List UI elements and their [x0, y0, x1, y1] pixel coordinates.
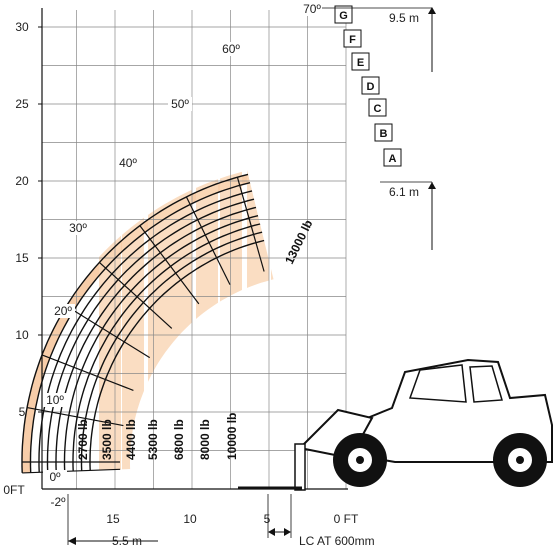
- arrow-left: [68, 537, 76, 545]
- extension-box-B: [374, 123, 393, 142]
- extension-arcs: [21, 173, 265, 473]
- extension-letter: G: [339, 10, 348, 22]
- extension-arc: [55, 206, 257, 472]
- angle-label: 20º: [54, 304, 72, 318]
- extension-arc: [72, 223, 261, 472]
- x-tick-label: 0 FT: [334, 512, 359, 526]
- retracted-height-label: 6.1 m: [389, 185, 419, 199]
- y-tick-label: 25: [15, 97, 29, 111]
- angle-label-bg: [66, 221, 90, 235]
- load-label: 4400 lb: [124, 419, 138, 460]
- telehandler-illustration: [238, 358, 553, 491]
- angle-label-bg: [43, 393, 67, 407]
- extension-box-F: [343, 29, 362, 48]
- extension-box-E: [351, 52, 370, 71]
- angle-label-bg: [300, 2, 324, 16]
- fork-carriage: [294, 443, 306, 491]
- angle-label-bg: [116, 156, 140, 170]
- extension-box-D: [361, 76, 380, 95]
- angle-ray: [99, 261, 173, 329]
- cab-window: [408, 364, 467, 403]
- load-zone-band-7: [247, 170, 269, 474]
- y-tick-label: 10: [15, 328, 29, 342]
- extension-letter: A: [389, 153, 397, 165]
- x-tick-label: 5: [264, 512, 271, 526]
- load-label: 3500 lb: [100, 419, 114, 460]
- extension-box-C: [368, 98, 387, 117]
- extension-arc: [80, 231, 263, 471]
- lc-arrow-left: [268, 528, 275, 536]
- extension-arc: [63, 215, 259, 472]
- angle-label: 60º: [222, 42, 240, 56]
- load-label: 5300 lb: [146, 419, 160, 460]
- angle-ray: [185, 196, 231, 285]
- angle-label-bg: [168, 97, 192, 111]
- extension-letter: B: [380, 128, 388, 140]
- angle-ray: [66, 305, 151, 359]
- chart-labels: 5 10 15 20 25 30 0FT 15 10 5 0 FT 70º 60º 50º 40º 30º 20…: [3, 2, 436, 547]
- extension-arc: [89, 239, 265, 471]
- angle-rays: [22, 177, 265, 474]
- angle-label: -2º: [50, 495, 66, 509]
- extension-box-A: [383, 148, 402, 167]
- load-label: 2700 lb: [76, 419, 90, 460]
- load-label: 8000 lb: [198, 419, 212, 460]
- arrow-up-2: [428, 182, 436, 189]
- extension-box-G: [334, 5, 353, 24]
- cab-window-rear: [469, 365, 503, 403]
- extension-letter: D: [367, 81, 375, 93]
- load-label: 10000 lb: [225, 413, 239, 460]
- extension-letter: C: [374, 103, 382, 115]
- y-tick-label: 5: [19, 405, 26, 419]
- angle-label-bg: [46, 495, 70, 509]
- angle-label: 40º: [119, 156, 137, 170]
- angle-label: 10º: [46, 393, 64, 407]
- x-tick-label: 10: [183, 512, 197, 526]
- angle-label-bg: [51, 304, 75, 318]
- angle-ray: [26, 406, 124, 427]
- angle-label: 50º: [171, 97, 189, 111]
- max-reach-label: 5.5 m: [112, 534, 142, 547]
- extension-arc: [29, 182, 251, 473]
- y-tick-label: 20: [15, 174, 29, 188]
- y-tick-label: 15: [15, 251, 29, 265]
- extension-letter: E: [357, 57, 364, 69]
- extension-arc: [38, 190, 253, 473]
- wheel-center-2: [516, 456, 524, 464]
- load-label: 6800 lb: [172, 419, 186, 460]
- angle-label: 0º: [49, 470, 61, 484]
- max-height-label: 9.5 m: [389, 11, 419, 25]
- y-tick-label: 30: [15, 20, 29, 34]
- angle-label: 30º: [69, 221, 87, 235]
- angle-label-bg: [219, 42, 243, 56]
- angle-label-bg: [43, 470, 67, 484]
- wheel-center-1: [356, 456, 364, 464]
- load-label-13000: 13000 lb: [282, 218, 315, 267]
- extension-arc: [21, 173, 249, 473]
- angle-ray: [22, 468, 121, 474]
- arrow-up: [428, 7, 436, 14]
- angle-ray: [236, 177, 265, 272]
- x-tick-label: 15: [106, 512, 120, 526]
- angle-ray: [41, 354, 134, 391]
- load-zone-band-8: [271, 170, 274, 474]
- angle-label: 70º: [303, 2, 321, 16]
- lc-arrow-right: [284, 528, 291, 536]
- angle-ray: [139, 225, 200, 305]
- origin-label: 0FT: [3, 483, 25, 497]
- extension-arc: [46, 198, 255, 473]
- load-center-label: LC AT 600mm: [299, 534, 375, 547]
- extension-letter: F: [349, 34, 356, 46]
